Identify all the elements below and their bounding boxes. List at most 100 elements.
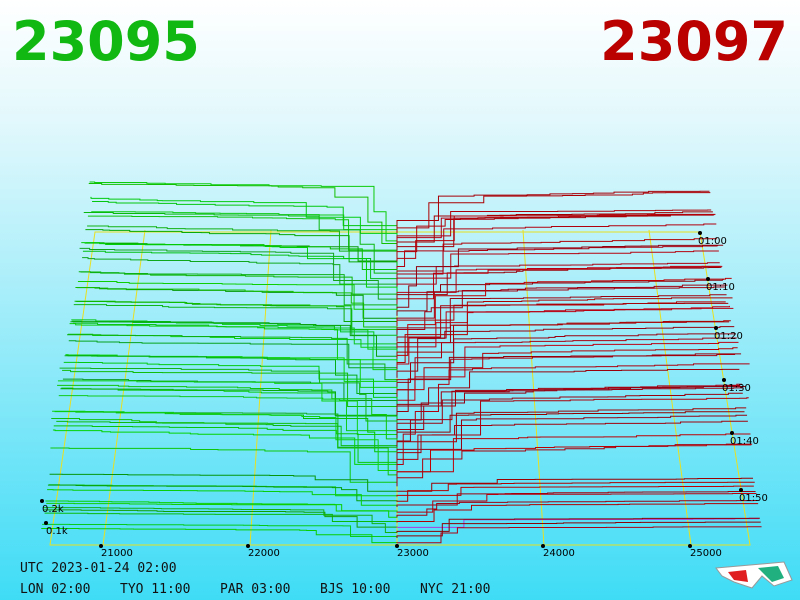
price-label: 21000 xyxy=(101,548,133,559)
time-tick xyxy=(706,277,710,281)
bid-depth-line xyxy=(79,247,398,306)
ask-depth-line xyxy=(396,244,724,311)
ask-depth-line xyxy=(396,286,725,321)
ask-depth-line xyxy=(396,192,711,234)
bid-depth-line xyxy=(50,447,398,487)
bid-depth-line xyxy=(58,395,398,435)
ask-depth-line xyxy=(396,444,752,482)
ask-depth-line xyxy=(396,363,750,471)
bid-depth-line xyxy=(82,250,398,285)
ask-depth-line xyxy=(396,353,742,420)
bid-depth-line xyxy=(69,323,398,368)
bid-depth-line xyxy=(81,242,398,296)
time-label: 01:00 xyxy=(698,236,727,247)
floor-grid-line xyxy=(102,229,146,546)
ask-depth-line xyxy=(396,492,757,513)
bid-depth-line xyxy=(51,417,398,482)
time-tick xyxy=(739,488,743,492)
floor-outline xyxy=(49,231,751,546)
world-clocks: LON 02:00 TYO 11:00 PAR 03:00 BJS 10:00 NYC … xyxy=(20,582,490,597)
ask-price: 23097 xyxy=(600,10,788,73)
bid-depth-line xyxy=(42,523,398,538)
bid-depth-line xyxy=(66,354,398,389)
utc-time: UTC 2023-01-24 02:00 xyxy=(20,561,177,576)
bid-depth-line xyxy=(41,527,398,544)
ask-depth-line xyxy=(396,485,754,497)
ask-depth-line xyxy=(396,341,739,404)
ask-depth-line xyxy=(396,392,743,430)
bid-depth-line xyxy=(90,196,398,239)
ask-depth-line xyxy=(396,223,717,270)
bid-depth-line xyxy=(42,507,398,533)
ask-depth-line xyxy=(396,526,762,544)
depth-label: 0.2k xyxy=(42,504,64,515)
ask-depth-line xyxy=(396,265,723,306)
bid-price: 23095 xyxy=(12,10,200,73)
ask-depth-line xyxy=(396,333,736,389)
bid-depth-line xyxy=(46,502,398,513)
time-tick xyxy=(714,326,718,330)
clock: BJS 10:00 xyxy=(320,582,390,597)
ask-depth-line xyxy=(396,407,747,451)
bid-depth-line xyxy=(78,271,398,311)
ask-depth-line xyxy=(396,302,729,342)
bid-depth-line xyxy=(62,369,398,414)
bid-depth-line xyxy=(49,473,398,492)
clock: LON 02:00 xyxy=(20,582,90,597)
ask-depth-line xyxy=(396,250,719,285)
3d-glasses-icon[interactable] xyxy=(715,561,793,589)
clock: NYC 21:00 xyxy=(420,582,490,597)
bid-depth-line xyxy=(63,361,398,404)
ask-depth-line xyxy=(396,477,754,492)
price-tick xyxy=(99,544,103,548)
bid-depth-line xyxy=(91,211,398,234)
time-label: 01:20 xyxy=(714,331,743,342)
bid-depth-line xyxy=(73,304,398,342)
time-label: 01:40 xyxy=(730,436,759,447)
bid-depth-line xyxy=(52,429,398,471)
clock: TYO 11:00 xyxy=(120,582,190,597)
bid-depth-line xyxy=(71,319,398,358)
bid-depth-line xyxy=(44,512,398,523)
time-tick xyxy=(730,431,734,435)
ask-depth-line xyxy=(396,238,718,275)
ask-depth-line xyxy=(396,411,745,440)
ask-depth-line xyxy=(396,190,710,228)
depth-tick xyxy=(40,499,44,503)
bid-depth-line xyxy=(87,215,398,254)
time-tick xyxy=(698,231,702,235)
ask-depth-line xyxy=(396,397,749,466)
bid-depth-line xyxy=(75,287,398,332)
ask-depth-line xyxy=(396,301,726,327)
bid-depth-line xyxy=(60,388,398,425)
ask-depth-line xyxy=(396,278,724,316)
bid-depth-line xyxy=(52,410,398,476)
ask-depth-line xyxy=(396,347,738,399)
ask-depth-line xyxy=(396,213,716,265)
bid-depth-line xyxy=(88,183,398,249)
time-label: 01:10 xyxy=(706,282,735,293)
ask-depth-line xyxy=(396,326,735,378)
bid-depth-line xyxy=(74,300,398,337)
bid-depth-line xyxy=(67,334,398,383)
bid-depth-line xyxy=(57,384,398,445)
bid-depth-line xyxy=(53,425,398,466)
ask-depth-line xyxy=(396,214,715,259)
floor-grid-line xyxy=(249,229,272,546)
ask-depth-line xyxy=(396,284,728,337)
ask-depth-line xyxy=(396,294,727,332)
ask-depth-line xyxy=(396,277,732,363)
bid-depth-line xyxy=(83,211,398,280)
ask-depth-line xyxy=(396,443,753,487)
bid-depth-line xyxy=(85,229,398,270)
depth-label: 0.1k xyxy=(46,526,68,537)
ask-depth-line xyxy=(396,491,756,507)
bid-depth-line xyxy=(45,500,398,518)
bid-depth-line xyxy=(89,181,398,244)
clock: PAR 03:00 xyxy=(220,582,290,597)
ask-depth-line xyxy=(396,503,759,523)
bid-depth-line xyxy=(57,380,398,440)
